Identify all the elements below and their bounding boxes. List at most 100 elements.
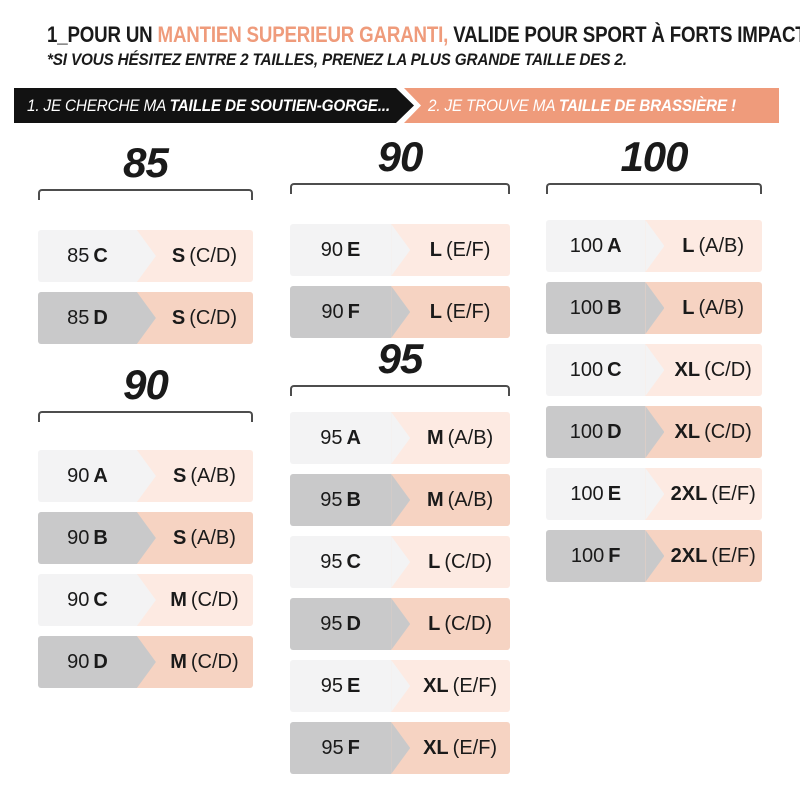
size-row: 90 C M (C/D) xyxy=(38,574,253,626)
size-row: 85 D S (C/D) xyxy=(38,292,253,344)
bracket xyxy=(546,183,762,194)
size-row: 90 D M (C/D) xyxy=(38,636,253,688)
bracket xyxy=(290,183,510,194)
bra-size-cell: L (C/D) xyxy=(391,598,510,650)
bra-band-cell: 95 F xyxy=(290,722,392,774)
cup-letter: B xyxy=(346,488,361,511)
cup-range: (C/D) xyxy=(189,306,237,329)
bra-size: M xyxy=(170,650,187,673)
cup-range: (E/F) xyxy=(711,544,756,567)
bra-band-cell: 90 E xyxy=(290,224,392,276)
band-size: 95 xyxy=(321,736,344,759)
bra-size-cell: L (E/F) xyxy=(391,286,510,338)
cup-range: (A/B) xyxy=(698,296,745,319)
step1-arrow-shape xyxy=(14,88,414,123)
cup-letter: D xyxy=(346,612,361,635)
bra-band-cell: 100 E xyxy=(546,468,646,520)
bra-size: 2XL xyxy=(670,482,708,505)
bra-size-cell: M (C/D) xyxy=(136,636,253,688)
rows: 100 A L (A/B) 100 B L (A/B) 100 C XL (C/… xyxy=(546,220,762,582)
bra-size-cell: 2XL (E/F) xyxy=(645,468,762,520)
bra-size: XL xyxy=(423,674,449,697)
rows: 95 A M (A/B) 95 B M (A/B) 95 C L (C/D) 9… xyxy=(290,412,510,774)
steps-banner: 1. JE CHERCHE MA TAILLE DE SOUTIEN-GORGE… xyxy=(0,88,800,123)
cup-range: (E/F) xyxy=(452,674,498,697)
bra-band-cell: 90 F xyxy=(290,286,392,338)
bra-size-cell: XL (E/F) xyxy=(391,722,510,774)
cup-letter: F xyxy=(347,300,360,323)
cup-range: (C/D) xyxy=(189,244,237,267)
bra-band-cell: 85 C xyxy=(38,230,137,282)
bracket xyxy=(38,189,253,200)
cup-range: (C/D) xyxy=(444,612,493,635)
cup-range: (E/F) xyxy=(711,482,756,505)
size-row: 100 C XL (C/D) xyxy=(546,344,762,396)
cup-letter: D xyxy=(93,650,108,673)
cup-letter: D xyxy=(607,420,622,443)
group-heading: 100 xyxy=(620,133,688,180)
group-heading: 95 xyxy=(377,335,424,382)
bra-size-cell: M (A/B) xyxy=(391,474,510,526)
size-row: 95 C L (C/D) xyxy=(290,536,510,588)
cup-range: (C/D) xyxy=(444,550,493,573)
bra-size-cell: XL (E/F) xyxy=(391,660,510,712)
cup-letter: E xyxy=(607,482,622,505)
title-prefix: 1_POUR UN xyxy=(47,22,158,47)
bra-size: L xyxy=(682,234,695,257)
band-size: 100 xyxy=(569,296,604,319)
size-row: 95 E XL (E/F) xyxy=(290,660,510,712)
bra-size-cell: XL (C/D) xyxy=(645,344,762,396)
band-size: 95 xyxy=(320,612,343,635)
bra-size: L xyxy=(429,300,442,323)
subtitle-note: *SI VOUS HÉSITEZ ENTRE 2 TAILLES, PRENEZ… xyxy=(47,50,627,69)
band-size: 95 xyxy=(320,426,343,449)
bra-band-cell: 95 E xyxy=(290,660,392,712)
bra-size-cell: XL (C/D) xyxy=(645,406,762,458)
step2-label: 2. JE TROUVE MA TAILLE DE BRASSIÈRE ! xyxy=(428,88,736,123)
cup-range: (C/D) xyxy=(704,358,752,381)
cup-letter: C xyxy=(93,588,108,611)
bra-band-cell: 95 C xyxy=(290,536,392,588)
bra-band-cell: 90 B xyxy=(38,512,137,564)
band-size: 100 xyxy=(569,234,604,257)
bra-band-cell: 85 D xyxy=(38,292,137,344)
cup-range: (E/F) xyxy=(445,300,491,323)
bra-size-cell: S (C/D) xyxy=(136,292,253,344)
bra-size-cell: S (C/D) xyxy=(136,230,253,282)
band-size: 85 xyxy=(67,244,90,267)
band-size: 85 xyxy=(67,306,90,329)
bra-size: S xyxy=(172,526,187,549)
page-title: 1_POUR UN MANTIEN SUPERIEUR GARANTI, VAL… xyxy=(47,22,800,48)
rows: 90 A S (A/B) 90 B S (A/B) 90 C M (C/D) 9… xyxy=(38,450,253,688)
step1-prefix: 1. JE CHERCHE MA xyxy=(27,96,170,115)
band-size: 100 xyxy=(570,544,605,567)
bracket xyxy=(290,385,510,396)
rows: 85 C S (C/D) 85 D S (C/D) xyxy=(38,230,253,344)
cup-range: (E/F) xyxy=(452,736,498,759)
cup-letter: F xyxy=(608,544,621,567)
cup-letter: E xyxy=(347,238,361,261)
cup-range: (C/D) xyxy=(704,420,752,443)
bra-size: M xyxy=(426,426,444,449)
bra-band-cell: 95 B xyxy=(290,474,392,526)
band-size: 90 xyxy=(321,300,344,323)
step2-bar-shape xyxy=(404,88,779,123)
size-group: 90 90 A S (A/B) 90 B S (A/B) 90 C M (C/D… xyxy=(38,362,253,688)
band-size: 90 xyxy=(67,588,90,611)
size-group: 85 85 C S (C/D) 85 D S (C/D) xyxy=(38,140,253,344)
band-size: 90 xyxy=(320,238,344,261)
cup-range: (A/B) xyxy=(698,234,745,257)
bra-band-cell: 90 A xyxy=(38,450,137,502)
bra-size: L xyxy=(682,296,695,319)
cup-range: (A/B) xyxy=(190,464,236,487)
bra-size: M xyxy=(170,588,187,611)
bra-band-cell: 100 D xyxy=(546,406,646,458)
bra-size-cell: L (A/B) xyxy=(645,282,762,334)
group-heading: 85 xyxy=(123,139,169,186)
title-highlight: MANTIEN SUPERIEUR GARANTI, xyxy=(157,22,449,47)
size-row: 100 E 2XL (E/F) xyxy=(546,468,762,520)
group-heading: 90 xyxy=(377,133,424,180)
size-row: 85 C S (C/D) xyxy=(38,230,253,282)
cup-letter: A xyxy=(93,464,108,487)
